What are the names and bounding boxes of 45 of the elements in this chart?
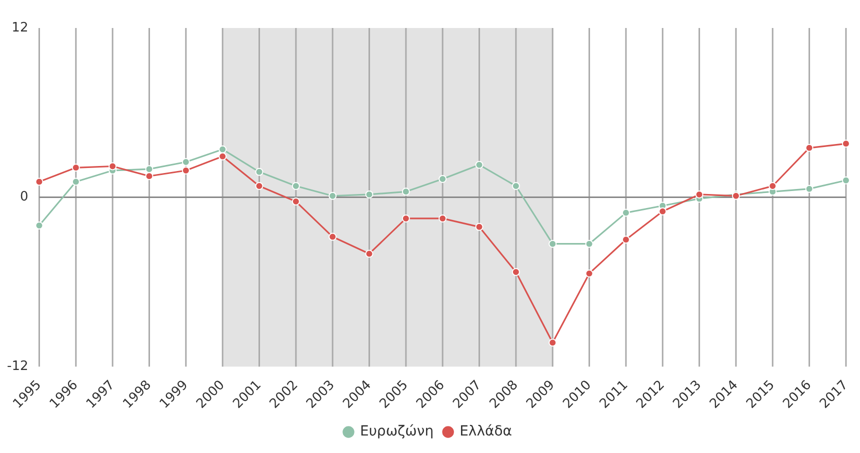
point <box>145 165 154 174</box>
point <box>438 214 447 222</box>
point <box>72 164 80 172</box>
point <box>35 222 44 230</box>
point <box>328 232 337 241</box>
point <box>72 178 80 186</box>
point <box>585 269 594 278</box>
point <box>218 145 227 154</box>
y-tick-label: 12 <box>12 20 28 36</box>
legend-label: Ελλάδα <box>460 424 512 440</box>
point <box>585 240 594 248</box>
point <box>622 236 630 244</box>
point <box>365 190 374 198</box>
point <box>512 182 520 190</box>
point <box>145 172 154 180</box>
y-tick-label: -12 <box>7 358 28 374</box>
point <box>402 188 410 196</box>
point <box>768 182 777 190</box>
point <box>548 240 557 248</box>
point <box>438 174 447 183</box>
point <box>108 162 117 170</box>
y-tick-label: 0 <box>20 190 28 205</box>
point <box>658 207 667 216</box>
point <box>255 168 264 176</box>
point <box>328 192 337 200</box>
point <box>842 176 850 184</box>
point <box>805 144 814 152</box>
point <box>218 152 227 160</box>
legend-label: Ευρωζώνη <box>360 424 434 440</box>
point <box>402 214 410 222</box>
point <box>805 184 814 193</box>
point <box>475 160 484 169</box>
point <box>292 182 300 190</box>
point <box>548 338 557 347</box>
point <box>255 182 264 190</box>
point <box>475 222 484 231</box>
point <box>695 190 704 198</box>
point <box>182 166 190 174</box>
point <box>365 250 374 258</box>
point <box>512 268 520 276</box>
point <box>182 158 190 166</box>
point <box>292 198 300 206</box>
point <box>622 208 630 217</box>
point <box>842 140 850 148</box>
point <box>35 178 44 186</box>
